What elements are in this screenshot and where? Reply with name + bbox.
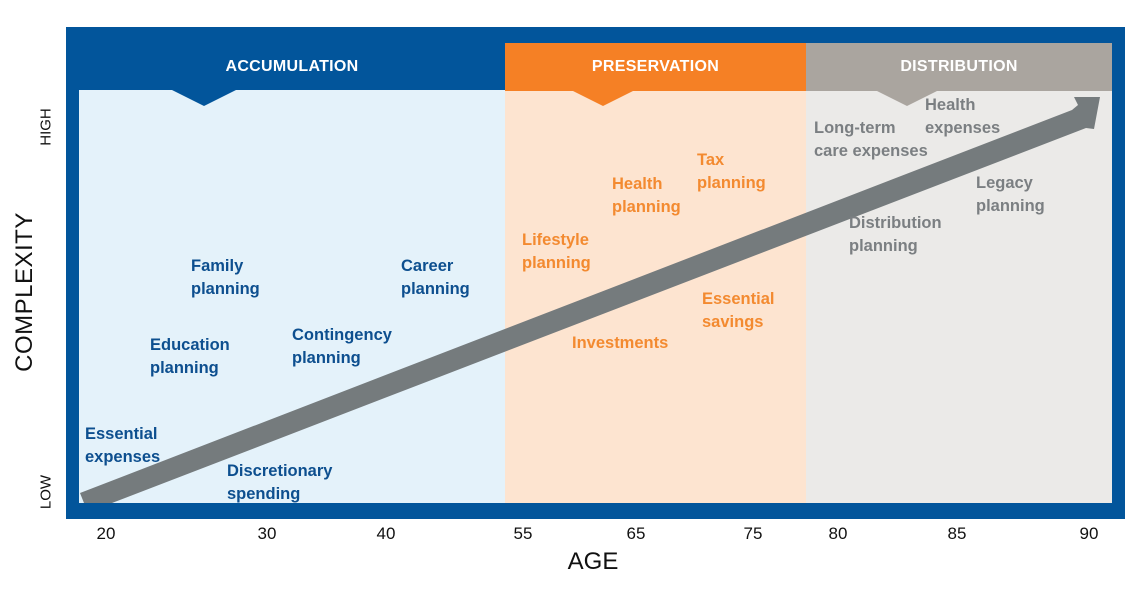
y-axis-high-label: HIGH bbox=[37, 108, 55, 146]
x-tick: 40 bbox=[376, 524, 396, 543]
item-health-expenses: Health expenses bbox=[925, 96, 1001, 137]
preservation-pointer-icon bbox=[571, 90, 635, 106]
stage-header-accumulation: ACCUMULATION bbox=[225, 58, 359, 75]
x-tick: 75 bbox=[743, 524, 763, 543]
stage-header-preservation: PRESERVATION bbox=[505, 43, 806, 91]
x-tick: 55 bbox=[513, 524, 533, 543]
x-tick: 90 bbox=[1079, 524, 1099, 543]
item-family-planning: Family planning bbox=[191, 257, 260, 298]
item-investments: Investments bbox=[572, 334, 669, 352]
accumulation-zone bbox=[79, 90, 505, 503]
x-axis-title: AGE bbox=[567, 548, 619, 575]
x-tick: 30 bbox=[257, 524, 277, 543]
item-discretionary-spending: Discretionary spending bbox=[227, 462, 333, 503]
item-legacy-planning: Legacy planning bbox=[976, 174, 1045, 215]
item-contingency-planning: Contingency planning bbox=[292, 326, 392, 367]
preservation-zone bbox=[505, 90, 806, 503]
item-health-planning: Health planning bbox=[612, 175, 681, 216]
item-essential-expenses: Essential expenses bbox=[85, 425, 161, 466]
x-tick: 20 bbox=[96, 524, 116, 543]
x-tick: 85 bbox=[947, 524, 967, 543]
item-lifestyle-planning: Lifestyle planning bbox=[522, 231, 591, 272]
item-distribution-planning: Distribution planning bbox=[849, 214, 942, 255]
y-axis-title: COMPLEXITY bbox=[11, 212, 38, 372]
y-axis-low-label: LOW bbox=[37, 474, 55, 510]
accumulation-pointer-icon bbox=[172, 90, 236, 106]
item-education-planning: Education planning bbox=[150, 336, 230, 377]
x-tick: 80 bbox=[828, 524, 848, 543]
item-career-planning: Career planning bbox=[401, 257, 470, 298]
distribution-pointer-icon bbox=[875, 90, 939, 106]
complexity-arrow-icon bbox=[80, 97, 1100, 503]
stage-header-distribution: DISTRIBUTION bbox=[806, 43, 1112, 91]
item-tax-planning: Tax planning bbox=[697, 151, 766, 192]
x-tick: 65 bbox=[626, 524, 646, 543]
item-long-term-care-expenses: Long-term care expenses bbox=[814, 119, 928, 160]
item-essential-savings: Essential savings bbox=[702, 290, 775, 331]
